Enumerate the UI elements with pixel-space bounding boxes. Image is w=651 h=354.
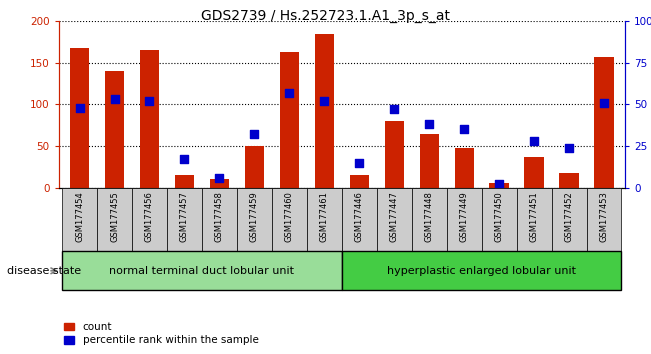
Point xyxy=(599,100,609,105)
FancyBboxPatch shape xyxy=(551,188,587,251)
Bar xyxy=(140,50,159,188)
Bar xyxy=(490,183,508,188)
Point xyxy=(284,90,294,96)
FancyBboxPatch shape xyxy=(377,188,411,251)
Text: GSM177455: GSM177455 xyxy=(110,191,119,241)
FancyBboxPatch shape xyxy=(342,188,377,251)
Bar xyxy=(280,52,299,188)
Text: GSM177458: GSM177458 xyxy=(215,191,224,242)
FancyBboxPatch shape xyxy=(587,188,622,251)
Bar xyxy=(350,175,369,188)
Text: hyperplastic enlarged lobular unit: hyperplastic enlarged lobular unit xyxy=(387,266,576,276)
Text: GDS2739 / Hs.252723.1.A1_3p_s_at: GDS2739 / Hs.252723.1.A1_3p_s_at xyxy=(201,9,450,23)
FancyBboxPatch shape xyxy=(62,251,342,290)
Legend: count, percentile rank within the sample: count, percentile rank within the sample xyxy=(64,322,258,345)
FancyBboxPatch shape xyxy=(517,188,551,251)
Point xyxy=(494,182,505,187)
Bar xyxy=(175,175,194,188)
Text: GSM177459: GSM177459 xyxy=(250,191,259,241)
Text: GSM177450: GSM177450 xyxy=(495,191,504,241)
Bar xyxy=(245,146,264,188)
Text: disease state: disease state xyxy=(7,266,81,276)
Point xyxy=(145,98,155,104)
FancyBboxPatch shape xyxy=(167,188,202,251)
Bar xyxy=(70,48,89,188)
FancyBboxPatch shape xyxy=(202,188,237,251)
Text: GSM177449: GSM177449 xyxy=(460,191,469,241)
FancyBboxPatch shape xyxy=(307,188,342,251)
FancyBboxPatch shape xyxy=(272,188,307,251)
FancyBboxPatch shape xyxy=(482,188,517,251)
Text: normal terminal duct lobular unit: normal terminal duct lobular unit xyxy=(109,266,294,276)
Text: GSM177447: GSM177447 xyxy=(390,191,398,242)
Point xyxy=(109,97,120,102)
Bar xyxy=(525,157,544,188)
Text: GSM177452: GSM177452 xyxy=(564,191,574,241)
Text: GSM177451: GSM177451 xyxy=(529,191,538,241)
Point xyxy=(74,105,85,110)
Text: GSM177448: GSM177448 xyxy=(424,191,434,242)
Point xyxy=(179,156,189,162)
FancyBboxPatch shape xyxy=(237,188,272,251)
Bar xyxy=(385,121,404,188)
Point xyxy=(459,127,469,132)
Text: GSM177456: GSM177456 xyxy=(145,191,154,242)
FancyBboxPatch shape xyxy=(132,188,167,251)
Point xyxy=(354,160,365,166)
FancyBboxPatch shape xyxy=(447,188,482,251)
FancyBboxPatch shape xyxy=(97,188,132,251)
Bar xyxy=(210,179,229,188)
FancyBboxPatch shape xyxy=(62,188,97,251)
Bar xyxy=(105,71,124,188)
Bar xyxy=(559,173,579,188)
Bar xyxy=(454,148,474,188)
FancyBboxPatch shape xyxy=(411,188,447,251)
Bar xyxy=(594,57,614,188)
Point xyxy=(214,175,225,181)
Text: GSM177457: GSM177457 xyxy=(180,191,189,242)
Point xyxy=(389,107,400,112)
Text: GSM177460: GSM177460 xyxy=(285,191,294,242)
Bar xyxy=(314,34,334,188)
Point xyxy=(319,98,329,104)
Bar xyxy=(419,133,439,188)
Text: GSM177453: GSM177453 xyxy=(600,191,609,242)
FancyBboxPatch shape xyxy=(342,251,622,290)
Text: GSM177446: GSM177446 xyxy=(355,191,364,242)
Point xyxy=(529,138,539,144)
Point xyxy=(424,121,434,127)
Text: GSM177461: GSM177461 xyxy=(320,191,329,242)
Point xyxy=(249,132,260,137)
Point xyxy=(564,145,574,150)
Text: GSM177454: GSM177454 xyxy=(75,191,84,241)
